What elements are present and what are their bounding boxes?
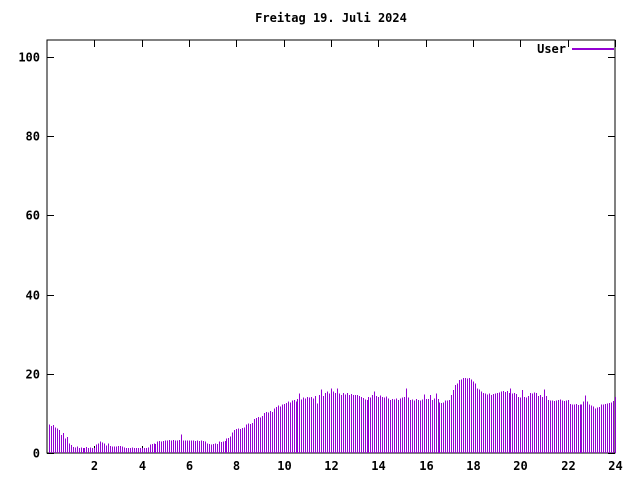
x-tick-label: 8 — [233, 459, 240, 473]
x-tick-label: 20 — [513, 459, 527, 473]
y-tick-label: 60 — [26, 209, 40, 223]
legend-label-user: User — [537, 42, 566, 56]
x-tick-label: 24 — [608, 459, 622, 473]
y-tick-label: 0 — [33, 447, 40, 461]
x-tick-label: 10 — [277, 459, 291, 473]
user-series-bars — [49, 377, 616, 453]
y-tick-label: 40 — [26, 289, 40, 303]
y-tick-label: 20 — [26, 368, 40, 382]
legend: User — [537, 42, 614, 56]
y-axis: 0 20 40 60 80 100 — [18, 51, 615, 461]
x-tick-label: 12 — [324, 459, 338, 473]
x-tick-label: 4 — [139, 459, 146, 473]
y-tick-label: 100 — [18, 51, 40, 65]
x-tick-label: 22 — [561, 459, 575, 473]
x-tick-label: 18 — [466, 459, 480, 473]
x-tick-label: 6 — [186, 459, 193, 473]
x-tick-label: 14 — [371, 459, 385, 473]
chart-title: Freitag 19. Juli 2024 — [255, 11, 407, 25]
x-tick-label: 16 — [419, 459, 433, 473]
y-tick-label: 80 — [26, 130, 40, 144]
x-tick-label: 2 — [91, 459, 98, 473]
